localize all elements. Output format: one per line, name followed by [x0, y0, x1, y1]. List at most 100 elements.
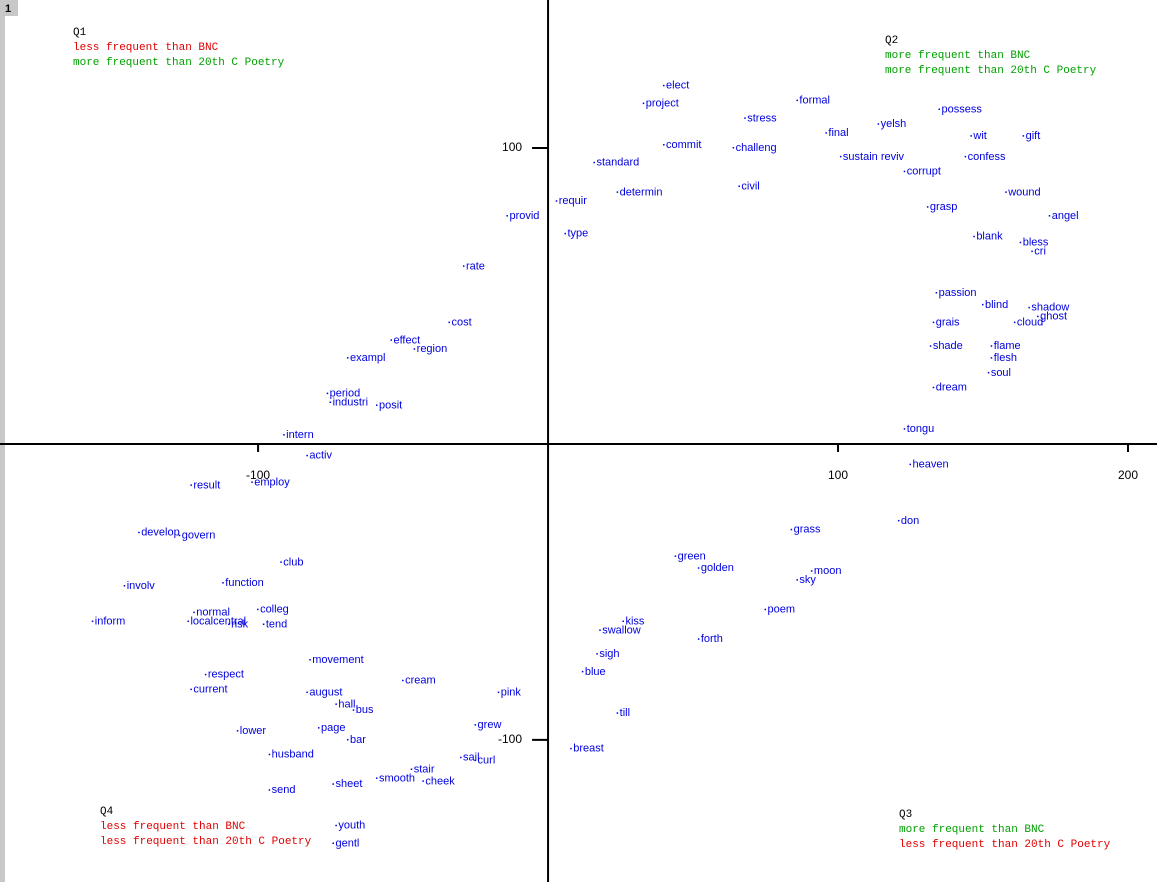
word-label: page: [321, 722, 345, 734]
point: [796, 579, 798, 581]
word-label: cost: [451, 317, 471, 329]
point: [309, 659, 311, 661]
point: [570, 747, 572, 750]
word-label: bless: [1023, 237, 1049, 249]
point: [413, 348, 416, 350]
word-label: requir: [559, 195, 587, 207]
point: [474, 759, 477, 762]
quadrant-name: Q2: [885, 35, 898, 47]
point: [228, 623, 230, 626]
point: [903, 428, 906, 430]
word-label: govern: [182, 530, 216, 542]
word-label: breast: [573, 743, 604, 755]
quadrant-note: more frequent than 20th C Poetry: [73, 57, 285, 69]
point: [375, 404, 378, 406]
point: [352, 709, 355, 711]
point: [929, 345, 932, 347]
left-strip: [0, 0, 5, 882]
word-label: smooth: [379, 772, 415, 784]
point: [663, 84, 665, 87]
point: [1048, 215, 1051, 217]
point: [622, 620, 624, 623]
point: [497, 691, 500, 694]
word-label: period: [330, 388, 361, 400]
word-label: wound: [1007, 186, 1040, 198]
word-label: stair: [414, 763, 435, 775]
word-label: sheet: [335, 778, 362, 790]
word-label: husband: [272, 749, 314, 761]
point: [764, 608, 767, 611]
word-label: movement: [312, 654, 363, 666]
point: [390, 339, 392, 341]
word-label: risk: [231, 618, 249, 630]
word-label: develop: [141, 527, 180, 539]
point: [990, 345, 993, 347]
word-label: type: [567, 228, 588, 240]
point: [973, 235, 975, 238]
point: [332, 783, 334, 785]
point: [329, 401, 332, 404]
point: [262, 623, 265, 626]
point: [138, 531, 140, 534]
x-tick-label: -100: [246, 468, 270, 482]
point: [335, 703, 337, 705]
quadrant-name: Q1: [73, 27, 87, 39]
point: [825, 132, 827, 134]
word-label: till: [620, 707, 630, 719]
point: [790, 528, 793, 531]
point: [990, 357, 993, 359]
word-label: civil: [741, 180, 759, 192]
point: [91, 620, 94, 623]
point: [1028, 306, 1030, 309]
point: [190, 484, 192, 486]
point: [599, 629, 601, 631]
word-label: grew: [478, 719, 502, 731]
panel-label: 1: [5, 3, 11, 15]
point: [317, 727, 320, 729]
word-label: kiss: [625, 615, 644, 627]
point: [1022, 135, 1025, 137]
word-label: curl: [478, 755, 496, 767]
quadrant-note: more frequent than BNC: [885, 50, 1031, 62]
word-label: blind: [985, 299, 1008, 311]
word-label: formal: [799, 95, 830, 107]
word-label: commit: [666, 139, 701, 151]
word-label: flame: [994, 340, 1021, 352]
point: [222, 582, 224, 584]
panel-tab: [0, 0, 18, 16]
point: [462, 265, 465, 267]
word-label: determin: [620, 186, 663, 198]
point: [190, 688, 192, 691]
quadrant-note: less frequent than BNC: [73, 42, 219, 54]
word-label: tend: [266, 618, 287, 630]
point: [280, 561, 282, 563]
point: [839, 155, 842, 158]
quadrant-note: less frequent than 20th C Poetry: [899, 839, 1111, 851]
quadrant-note: less frequent than 20th C Poetry: [100, 836, 312, 848]
word-label: pink: [501, 686, 522, 698]
word-label: intern: [286, 429, 314, 441]
word-label: gift: [1026, 130, 1041, 142]
point: [970, 135, 972, 137]
point: [616, 712, 619, 714]
quadrant-note: more frequent than BNC: [899, 824, 1045, 836]
word-label: grais: [936, 317, 960, 329]
x-tick-label: 200: [1118, 468, 1138, 482]
point: [642, 102, 645, 105]
word-label: ghost: [1040, 311, 1067, 323]
word-label: angel: [1052, 210, 1079, 222]
point: [251, 481, 253, 483]
word-label: shadow: [1031, 302, 1069, 314]
point: [564, 232, 566, 235]
quadrant-note: less frequent than BNC: [100, 821, 246, 833]
point: [1031, 250, 1033, 253]
point: [697, 567, 700, 569]
point: [460, 756, 462, 759]
word-label: inform: [95, 615, 126, 627]
point: [938, 108, 941, 111]
word-label: provid: [509, 210, 539, 222]
point: [193, 611, 195, 614]
word-label: youth: [338, 820, 365, 832]
point: [306, 454, 308, 457]
